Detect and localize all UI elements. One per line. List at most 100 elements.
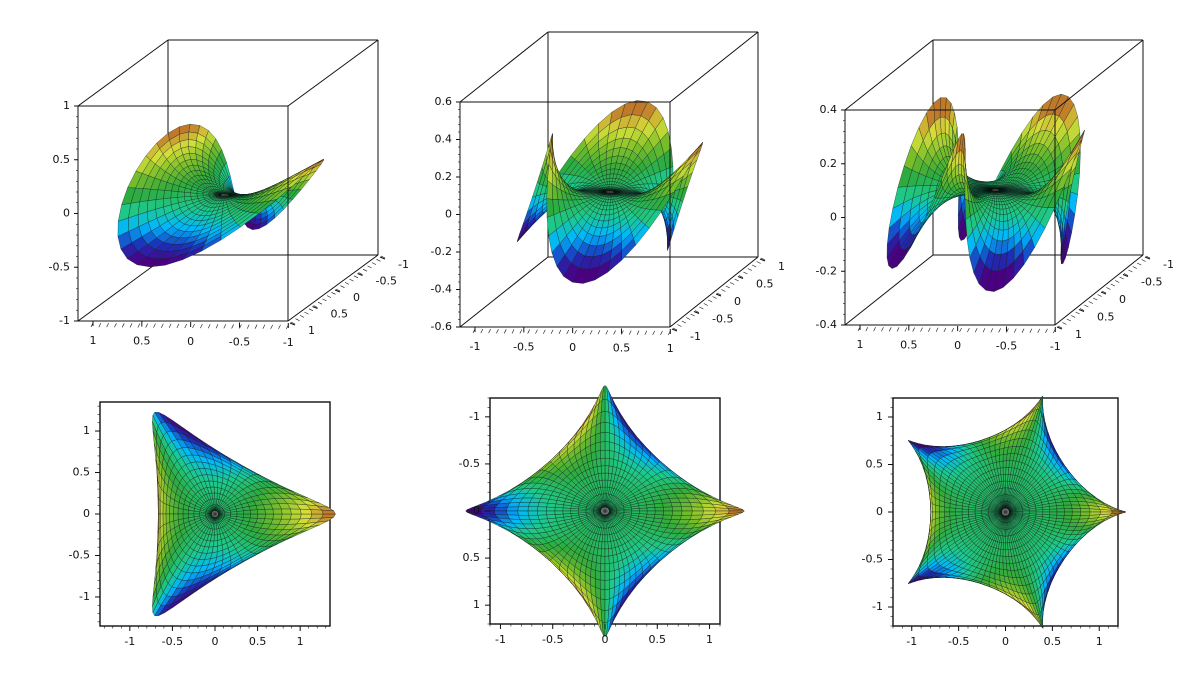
x-minor-tick	[239, 324, 242, 329]
y-tick-label: -0.5	[376, 275, 397, 288]
x-minor-tick	[881, 327, 884, 332]
surface-patch	[162, 502, 167, 515]
surface-patch	[162, 513, 167, 526]
box-front-edge	[669, 31, 759, 103]
x-minor-tick	[967, 327, 970, 333]
y-minor-tick	[1132, 266, 1137, 269]
y-minor-tick	[322, 298, 327, 302]
x-minor-tick	[161, 323, 164, 328]
surface-patch	[604, 441, 611, 451]
y-minor-tick	[362, 268, 368, 272]
surface-patch	[662, 514, 673, 520]
surface-patch	[602, 527, 606, 536]
x-minor-tick	[998, 328, 1001, 333]
x-tick-label: 1	[667, 342, 674, 355]
y-minor-tick	[699, 306, 704, 310]
surface-patch	[554, 507, 564, 512]
x-tick-label: -1	[124, 635, 135, 648]
surface-patch	[160, 500, 164, 515]
y-minor-tick	[716, 292, 722, 296]
surface-patch	[604, 457, 610, 467]
x-tick-label: -0.5	[162, 635, 183, 648]
surface-patch	[609, 441, 615, 452]
x-minor-tick	[589, 330, 593, 335]
x-minor-tick	[137, 323, 141, 328]
surface-patch	[681, 506, 693, 512]
box-front-edge	[287, 254, 379, 322]
surface-patch	[690, 141, 704, 156]
y-minor-tick	[304, 311, 309, 315]
surface-patch	[607, 181, 610, 185]
surface-patch	[546, 198, 555, 218]
surface-patch	[702, 510, 716, 516]
surface-patch	[546, 506, 556, 512]
surface-patch	[528, 514, 540, 520]
y-minor-tick	[295, 318, 300, 321]
surface-patch	[600, 422, 606, 434]
surface-patch	[212, 540, 218, 548]
surface-patch	[570, 508, 579, 512]
surface-patch	[999, 208, 1004, 215]
surface-patch	[517, 506, 529, 512]
y-tick-label: 0.5	[756, 278, 774, 291]
surface-patch	[606, 178, 611, 183]
y-minor-tick	[686, 317, 691, 320]
x-tick-label: 1	[857, 338, 864, 351]
y-minor-tick	[681, 320, 686, 324]
surface-patch	[290, 513, 302, 520]
y-minor-tick	[1075, 311, 1080, 315]
surface-patch	[213, 534, 218, 542]
surface-patch	[604, 422, 610, 434]
surface-patch	[939, 97, 947, 118]
x-minor-tick	[121, 323, 125, 328]
surface-patch	[681, 510, 693, 516]
x-minor-tick	[990, 328, 994, 333]
y-minor-tick	[672, 327, 678, 331]
surface-patch	[517, 510, 529, 516]
surface-patch	[250, 509, 259, 515]
y-tick-mark	[289, 322, 296, 326]
surface-patch	[517, 502, 531, 508]
surface-patch	[631, 510, 640, 514]
x-tick-label: 1	[297, 635, 304, 648]
y-tick-label: -1	[398, 258, 409, 271]
surface-patch	[600, 465, 606, 474]
y-tick-mark	[737, 276, 744, 279]
x-minor-tick	[628, 330, 632, 335]
y-minor-tick	[380, 255, 386, 259]
z-tick-label: 0.6	[435, 95, 453, 108]
surface-patch	[691, 506, 704, 512]
y-minor-tick	[1088, 301, 1093, 304]
surface-patch	[604, 432, 611, 443]
surface-patch	[600, 588, 606, 600]
surface-patch	[290, 508, 302, 515]
surface-patch	[303, 161, 321, 173]
y-tick-mark	[357, 273, 363, 276]
y-minor-tick	[344, 282, 350, 285]
box-front-edge	[459, 31, 549, 103]
surface-patch	[654, 510, 664, 516]
x-tick-label: -1	[1050, 340, 1061, 353]
surface-patch	[517, 514, 531, 520]
x-minor-tick	[904, 327, 908, 332]
x-minor-tick	[613, 330, 616, 335]
x-minor-tick	[278, 324, 281, 330]
x-minor-tick	[270, 324, 273, 329]
z-tick-label: 1	[63, 99, 70, 112]
surface-patch	[596, 548, 602, 557]
surface-patch	[599, 571, 606, 581]
surface-patch	[646, 510, 656, 515]
x-minor-tick	[550, 329, 554, 334]
surface-patch	[310, 513, 324, 519]
x-minor-tick	[535, 329, 538, 334]
x-minor-tick	[472, 328, 476, 334]
x-minor-tick	[480, 328, 484, 334]
x-minor-tick	[920, 327, 923, 332]
y-minor-tick	[712, 296, 717, 299]
surface-patch	[272, 508, 283, 515]
y-tick-label: 1	[308, 324, 315, 337]
y-minor-tick	[317, 301, 323, 305]
x-minor-tick	[1021, 328, 1025, 333]
surface-patch	[170, 190, 179, 199]
x-minor-tick	[519, 329, 523, 334]
